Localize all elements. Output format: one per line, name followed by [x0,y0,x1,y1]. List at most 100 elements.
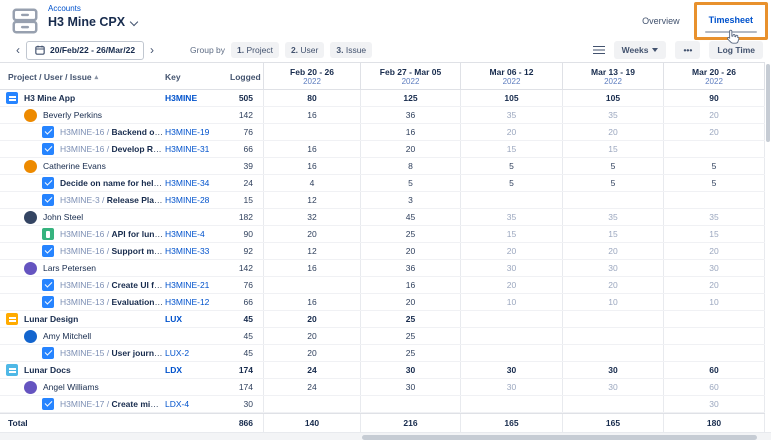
prev-period-button[interactable]: ‹ [16,43,20,57]
week-hours-cell[interactable]: 20 [263,328,360,344]
tab-overview[interactable]: Overview [642,16,680,26]
week-hours-cell[interactable]: 20 [562,243,663,259]
period-unit-dropdown[interactable]: Weeks [613,41,667,59]
week-hours-cell[interactable] [562,396,663,412]
week-hours-cell[interactable]: 24 [263,379,360,395]
issue-key-link[interactable]: H3MINE-33 [165,246,210,256]
week-hours-cell[interactable] [562,345,663,361]
issue-key-link[interactable]: H3MINE-4 [165,229,205,239]
week-hours-cell[interactable] [562,192,663,208]
timesheet-row-issue[interactable]: H3MINE-13 / Evaluation graphing ...H3MIN… [0,294,765,311]
page-title[interactable]: H3 Mine CPX [48,15,126,29]
timesheet-row-project[interactable]: Lunar Docs LDX 174 24 30 30 30 60 [0,362,765,379]
week-hours-cell[interactable]: 16 [360,277,460,293]
issue-key-link[interactable]: H3MINE-31 [165,144,210,154]
more-actions-button[interactable]: ••• [675,41,701,59]
timesheet-row-user[interactable]: Angel Williams 174 24 30 30 30 60 [0,379,765,396]
week-hours-cell[interactable]: 35 [562,209,663,225]
week-hours-cell[interactable]: 30 [562,379,663,395]
timesheet-row-project[interactable]: Lunar Design LUX 45 20 25 [0,311,765,328]
week-hours-cell[interactable]: 15 [562,226,663,242]
week-hours-cell[interactable]: 20 [562,124,663,140]
week-hours-cell[interactable]: 24 [263,362,360,378]
issue-key-link[interactable]: H3MINE-19 [165,127,210,137]
issue-key-link[interactable]: LDX-4 [165,399,190,409]
timesheet-row-user[interactable]: John Steel 182 32 45 35 35 35 [0,209,765,226]
next-period-button[interactable]: › [150,43,155,57]
week-hours-cell[interactable]: 20 [263,311,360,327]
week-hours-cell[interactable]: 35 [663,209,765,225]
horizontal-scrollbar[interactable] [0,432,771,440]
group-chip-project[interactable]: 1. Project [231,42,279,58]
week-hours-cell[interactable]: 30 [663,396,765,412]
week-hours-cell[interactable] [663,345,765,361]
week-hours-cell[interactable]: 30 [360,379,460,395]
week-hours-cell[interactable] [360,396,460,412]
week-hours-cell[interactable]: 30 [562,260,663,276]
week-hours-cell[interactable] [663,328,765,344]
week-hours-cell[interactable]: 25 [360,311,460,327]
horizontal-scrollbar-thumb[interactable] [362,434,757,440]
week-hours-cell[interactable]: 35 [562,107,663,123]
week-hours-cell[interactable]: 20 [663,107,765,123]
timesheet-row-issue[interactable]: H3MINE-3 / Release PlanningH3MINE-28 15 12… [0,192,765,209]
week-hours-cell[interactable]: 5 [663,158,765,174]
timesheet-row-issue[interactable]: H3MINE-16 / Support multi-select...H3MIN… [0,243,765,260]
timesheet-row-issue[interactable]: H3MINE-16 / Backend ops for dilit...H3MI… [0,124,765,141]
week-hours-cell[interactable]: 20 [263,345,360,361]
week-hours-cell[interactable]: 20 [460,124,562,140]
timesheet-row-project[interactable]: H3 Mine App H3MINE 505 80 125 105 105 90 [0,90,765,107]
week-hours-cell[interactable]: 32 [263,209,360,225]
week-hours-cell[interactable] [460,192,562,208]
breadcrumb[interactable]: Accounts [48,4,81,13]
tab-timesheet[interactable]: Timesheet [708,15,753,25]
timesheet-row-issue[interactable]: H3MINE-16 / Develop Robotics for...H3MIN… [0,141,765,158]
week-hours-cell[interactable]: 16 [360,124,460,140]
week-hours-cell[interactable]: 20 [360,294,460,310]
timesheet-row-user[interactable]: Lars Petersen 142 16 36 30 30 30 [0,260,765,277]
date-range-picker[interactable]: 20/Feb/22 - 26/Mar/22 [26,40,145,60]
week-hours-cell[interactable]: 8 [360,158,460,174]
week-hours-cell[interactable]: 5 [562,175,663,191]
week-hours-cell[interactable] [663,311,765,327]
week-hours-cell[interactable]: 30 [562,362,663,378]
group-chip-user[interactable]: 2. User [284,42,325,58]
issue-key-link[interactable]: H3MINE-12 [165,297,210,307]
week-hours-cell[interactable] [460,328,562,344]
week-hours-cell[interactable]: 20 [360,243,460,259]
week-hours-cell[interactable]: 60 [663,362,765,378]
week-hours-cell[interactable]: 20 [360,141,460,157]
week-hours-cell[interactable]: 20 [562,277,663,293]
week-hours-cell[interactable]: 30 [460,260,562,276]
week-hours-cell[interactable]: 125 [360,90,460,106]
week-hours-cell[interactable]: 10 [663,294,765,310]
week-hours-cell[interactable]: 105 [562,90,663,106]
week-hours-cell[interactable]: 16 [263,260,360,276]
week-hours-cell[interactable] [460,396,562,412]
week-hours-cell[interactable]: 5 [460,158,562,174]
week-hours-cell[interactable] [460,311,562,327]
week-hours-cell[interactable]: 90 [663,90,765,106]
week-hours-cell[interactable]: 36 [360,107,460,123]
week-hours-cell[interactable]: 12 [263,192,360,208]
timesheet-row-issue[interactable]: H3MINE-15 / User journey and flo...LUX-2… [0,345,765,362]
week-hours-cell[interactable]: 10 [460,294,562,310]
timesheet-row-user[interactable]: Catherine Evans 39 16 8 5 5 5 [0,158,765,175]
issue-key-link[interactable]: H3MINE-34 [165,178,210,188]
timesheet-row-issue[interactable]: H3MINE-16 / Create UI for trillium...H3M… [0,277,765,294]
week-hours-cell[interactable]: 20 [460,277,562,293]
project-key-link[interactable]: H3MINE [165,93,198,103]
week-hours-cell[interactable]: 5 [460,175,562,191]
week-hours-cell[interactable]: 16 [263,107,360,123]
project-key-link[interactable]: LDX [165,365,182,375]
week-hours-cell[interactable]: 30 [663,260,765,276]
week-hours-cell[interactable]: 25 [360,345,460,361]
timesheet-row-issue[interactable]: Decide on name for helium-3 testi...H3MI… [0,175,765,192]
vertical-scrollbar[interactable] [766,64,770,142]
week-hours-cell[interactable]: 60 [663,379,765,395]
week-hours-cell[interactable]: 15 [663,226,765,242]
log-time-button[interactable]: Log Time [709,41,763,59]
view-options-icon[interactable] [592,45,605,55]
week-hours-cell[interactable]: 45 [360,209,460,225]
week-hours-cell[interactable]: 5 [562,158,663,174]
